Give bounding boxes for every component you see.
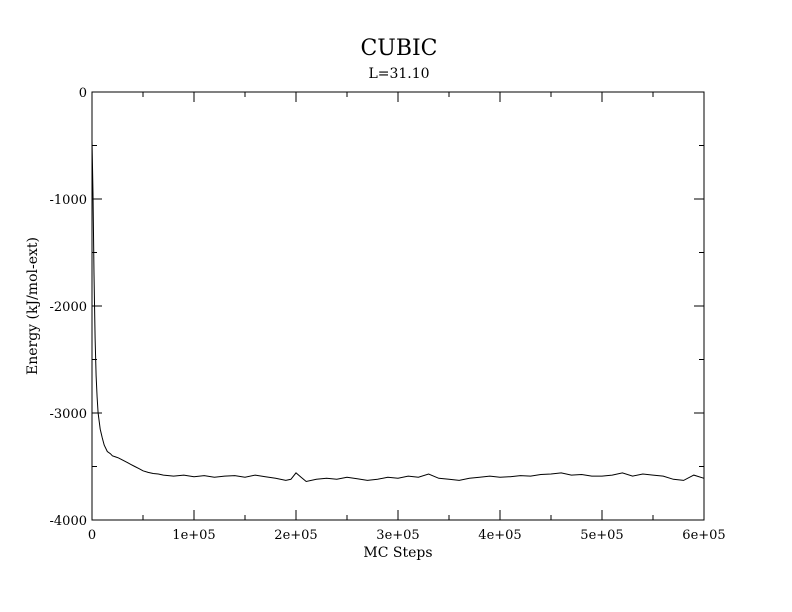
x-tick-label: 6e+05 [682,528,725,543]
x-tick-label: 5e+05 [580,528,623,543]
axis-tick-labels: 0 1e+05 2e+05 3e+05 4e+05 5e+05 6e+05 0 -1000 -20… [50,86,726,543]
y-tick-label: -1000 [50,193,87,208]
x-axis-label: MC Steps [363,545,432,561]
y-axis-label: Energy (kJ/mol-ext) [25,237,41,375]
chart-subtitle: L=31.10 [368,66,429,82]
x-tick-label: 2e+05 [274,528,317,543]
x-tick-label: 0 [88,528,96,543]
x-tick-label: 3e+05 [376,528,419,543]
y-tick-label: -4000 [50,514,87,529]
plot-frame [91,91,705,521]
series-line-energy [91,140,705,483]
axis-ticks [91,91,705,521]
y-tick-label: -2000 [50,300,87,315]
x-tick-label: 1e+05 [172,528,215,543]
y-tick-label: 0 [79,86,87,101]
y-tick-label: -3000 [50,407,87,422]
x-tick-label: 4e+05 [478,528,521,543]
chart-title: CUBIC [360,36,437,61]
